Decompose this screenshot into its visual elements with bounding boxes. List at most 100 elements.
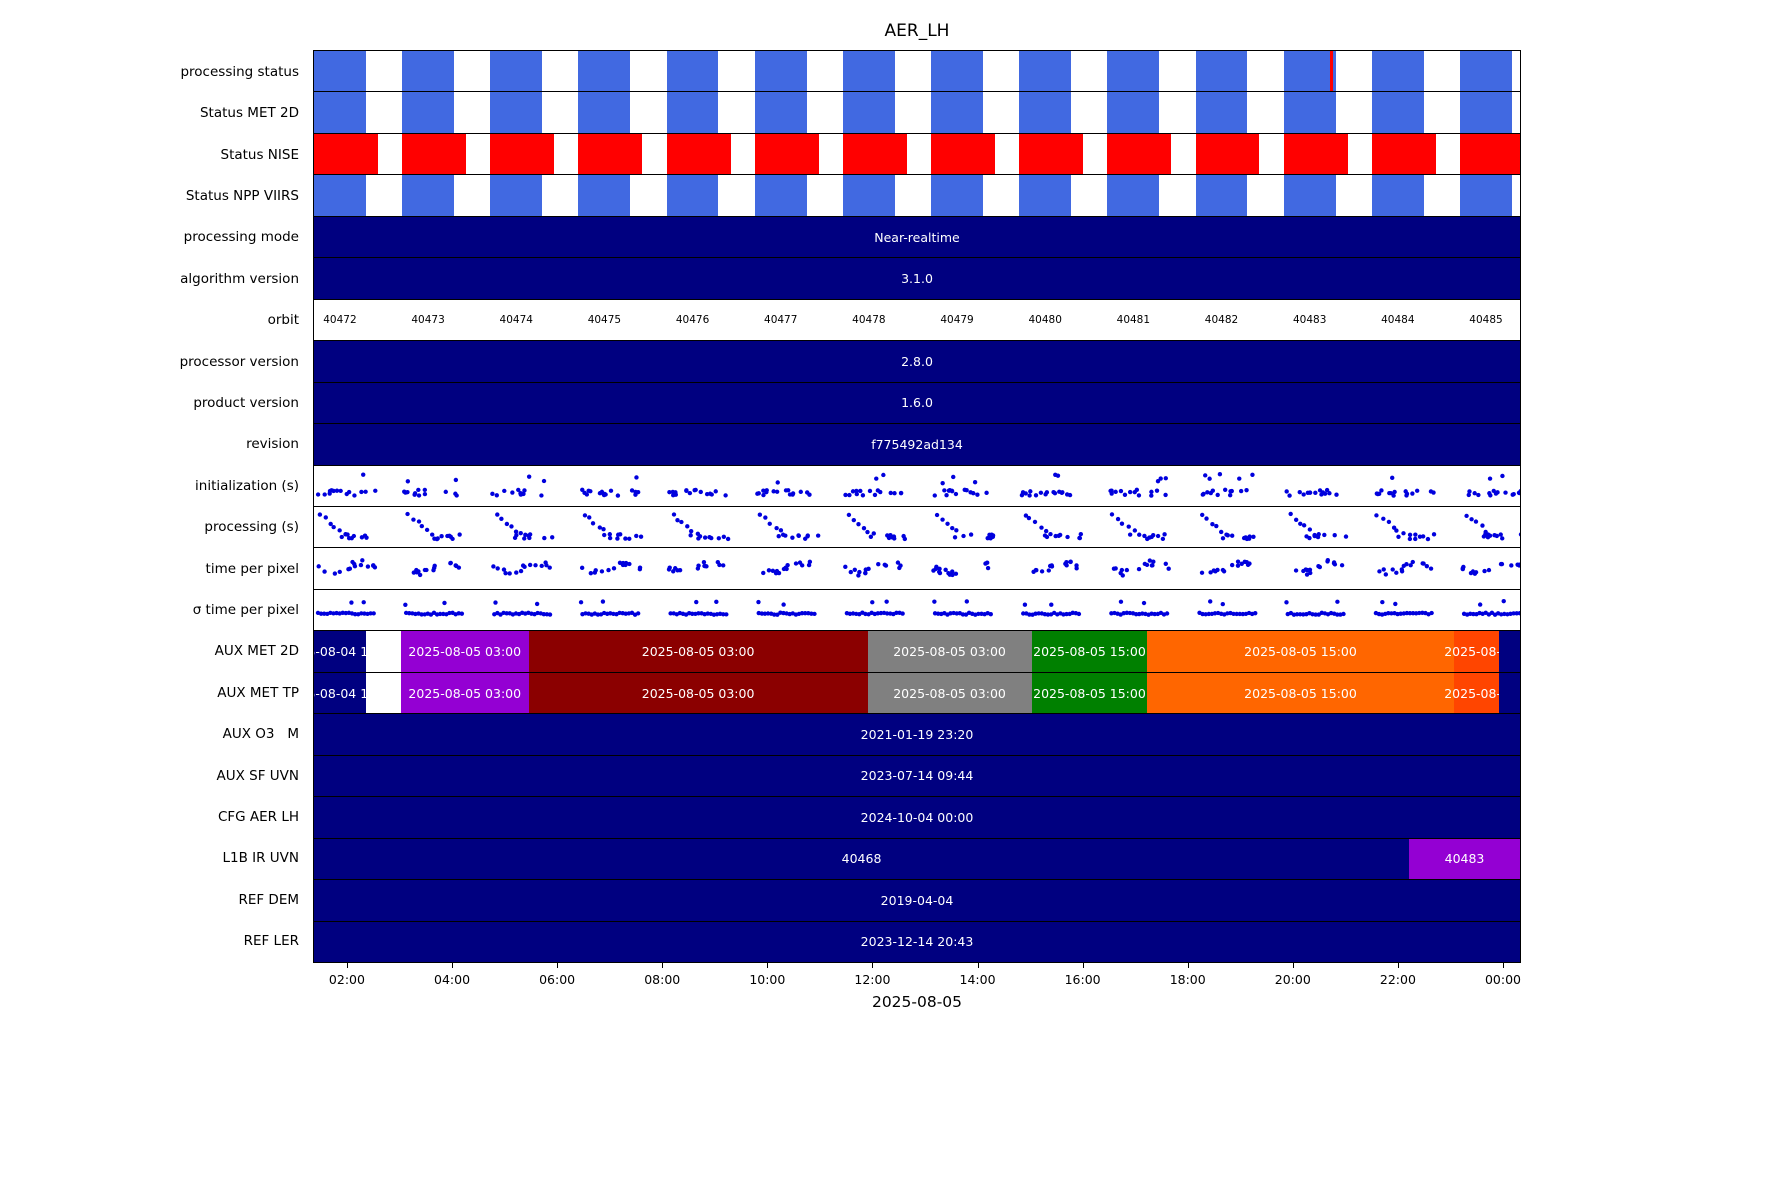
row-label-product-version: product version	[193, 394, 299, 411]
bar-value: 2023-07-14 09:44	[860, 768, 974, 784]
stripe-block	[1371, 51, 1424, 92]
scatter-plot-time-per-pixel	[316, 558, 1520, 579]
stripe-block	[931, 92, 983, 133]
stripe-block	[1019, 175, 1072, 216]
row-label-status-npp-viirs: Status NPP VIIRS	[185, 187, 299, 204]
timeline-segment: 40483	[1409, 838, 1520, 880]
row-orbit: 40472 40473 40474 40475 40476 40477 40478 40479…	[314, 299, 1520, 342]
stripe-block	[1195, 133, 1260, 175]
row-processor-version: 2.8.0	[314, 341, 1520, 383]
row-ref-ler: 2023-12-14 20:43	[314, 921, 1520, 962]
row-algorithm-version: 3.1.0	[314, 258, 1520, 300]
timeline-segment: 2025-08-0	[1444, 631, 1509, 672]
stripe-block	[314, 92, 366, 133]
bar-value: 3.1.0	[901, 270, 933, 286]
x-axis-date-label: 2025-08-05	[871, 993, 963, 1011]
stripe-block	[490, 175, 543, 216]
row-revision: f775492ad134	[314, 424, 1520, 466]
row-label-status-nise: Status NISE	[220, 146, 300, 163]
row-label-revision: revision	[246, 436, 299, 453]
stripe-block	[666, 92, 719, 133]
bar-value: 2024-10-04 00:00	[860, 809, 974, 825]
x-tick-mark	[1292, 963, 1294, 968]
row-status-npp-viirs	[314, 175, 1520, 217]
stripe-block	[754, 51, 807, 92]
stripe-block	[1460, 51, 1512, 92]
row-label-status-met-2d: Status MET 2D	[199, 105, 299, 122]
stripe-block	[842, 92, 895, 133]
orbit-number: 40483	[1292, 313, 1327, 326]
row-label-initialization-s: initialization (s)	[195, 477, 299, 494]
segment-label: 2025-08-05 03:00	[893, 685, 1006, 701]
timeline-segment: 2025-08-05 03:00	[400, 631, 529, 672]
stripe-block	[1107, 92, 1160, 133]
row-processing-mode: Near-realtime	[314, 216, 1520, 259]
stripe-block	[931, 133, 996, 175]
bar-value: 2019-04-04	[880, 892, 954, 908]
x-tick-mark	[1187, 963, 1189, 968]
segment-label: 40468	[841, 851, 882, 867]
orbit-number: 40475	[587, 313, 622, 326]
x-tick-label: 12:00	[854, 972, 891, 987]
row-processing-status	[314, 51, 1520, 93]
stripe-block	[402, 92, 454, 133]
row-label-sigma-time-per-pixel: σ time per pixel	[192, 602, 299, 619]
x-tick-mark	[767, 963, 769, 968]
stripe-block	[1283, 92, 1336, 133]
segment-label: 2025-08-0	[1444, 644, 1509, 660]
stripe-block	[1107, 175, 1160, 216]
stripe-block	[1107, 133, 1172, 175]
stripe-block	[1371, 92, 1424, 133]
x-tick-label: 06:00	[539, 972, 576, 987]
orbit-number: 40479	[940, 313, 974, 326]
stripe-block	[402, 51, 454, 92]
segment-label: 2025-08-05 15:00	[1033, 685, 1146, 701]
timeline-segment: 2025-08-05 03:00	[528, 672, 868, 714]
timeline-segment: 2025-08-0	[1444, 672, 1509, 714]
stripe-block	[490, 51, 543, 92]
stripe-block	[1371, 133, 1436, 175]
segment-label: 2025-08-05 15:00	[1244, 685, 1357, 701]
segment-label: 2025-08-05 03:00	[641, 685, 755, 701]
timeline-segment: 2025-08-05 03:00	[528, 631, 868, 672]
stripe-block	[666, 175, 719, 216]
timeline-segment: 2025-08-05 03:00	[867, 631, 1032, 672]
orbit-number: 40478	[852, 313, 886, 326]
stripe-block	[666, 51, 719, 92]
segment-label: 2025-08-05 03:00	[893, 644, 1006, 660]
scatter-plot-sigma-time-per-pixel	[315, 598, 1520, 617]
timeline-segment	[1499, 631, 1520, 672]
row-label-aux-met-tp: AUX MET TP	[217, 684, 299, 701]
stripe-block	[490, 92, 543, 133]
x-tick-mark	[872, 963, 874, 968]
stripe-block	[754, 92, 807, 133]
row-label-processor-version: processor version	[179, 353, 299, 370]
timeline-segment: 2025-08-05 15:00	[1031, 672, 1148, 714]
x-tick-mark	[1397, 963, 1399, 968]
x-tick-mark	[557, 963, 559, 968]
x-tick-mark	[662, 963, 664, 968]
row-aux-met-2d: 2025-08-04 15:00 2025-08-05 03:00 2025-08-…	[314, 631, 1520, 673]
stripe-block	[1460, 175, 1512, 216]
stripe-block	[1019, 92, 1072, 133]
stripe-block	[931, 51, 983, 92]
timeline-segment: 2025-08-05 03:00	[400, 672, 529, 714]
row-l1b-ir-uvn: 40468 40483	[314, 838, 1520, 881]
row-label-cfg-aer-lh: CFG AER LH	[217, 809, 299, 826]
bar-value: 2021-01-19 23:20	[860, 726, 974, 742]
stripe-block	[842, 133, 907, 175]
segment-label: 2025-08-05 03:00	[408, 685, 522, 701]
orbit-number: 40476	[675, 313, 710, 326]
row-label-orbit: orbit	[267, 312, 299, 329]
stripe-block	[1460, 133, 1520, 175]
bar-value: 1.6.0	[901, 395, 933, 411]
segment-label: 2025-08-05 15:00	[1244, 644, 1357, 660]
bar-value: 2.8.0	[901, 353, 933, 369]
orbit-number: 40482	[1204, 313, 1239, 326]
stripe-block	[578, 51, 631, 92]
segment-label: 2025-08-05 03:00	[408, 644, 522, 660]
timeline-segment: 2025-08-05 15:00	[1147, 631, 1454, 672]
chart-title: AER_LH	[884, 21, 950, 41]
timeline-segment: 2025-08-05 15:00	[1147, 672, 1454, 714]
